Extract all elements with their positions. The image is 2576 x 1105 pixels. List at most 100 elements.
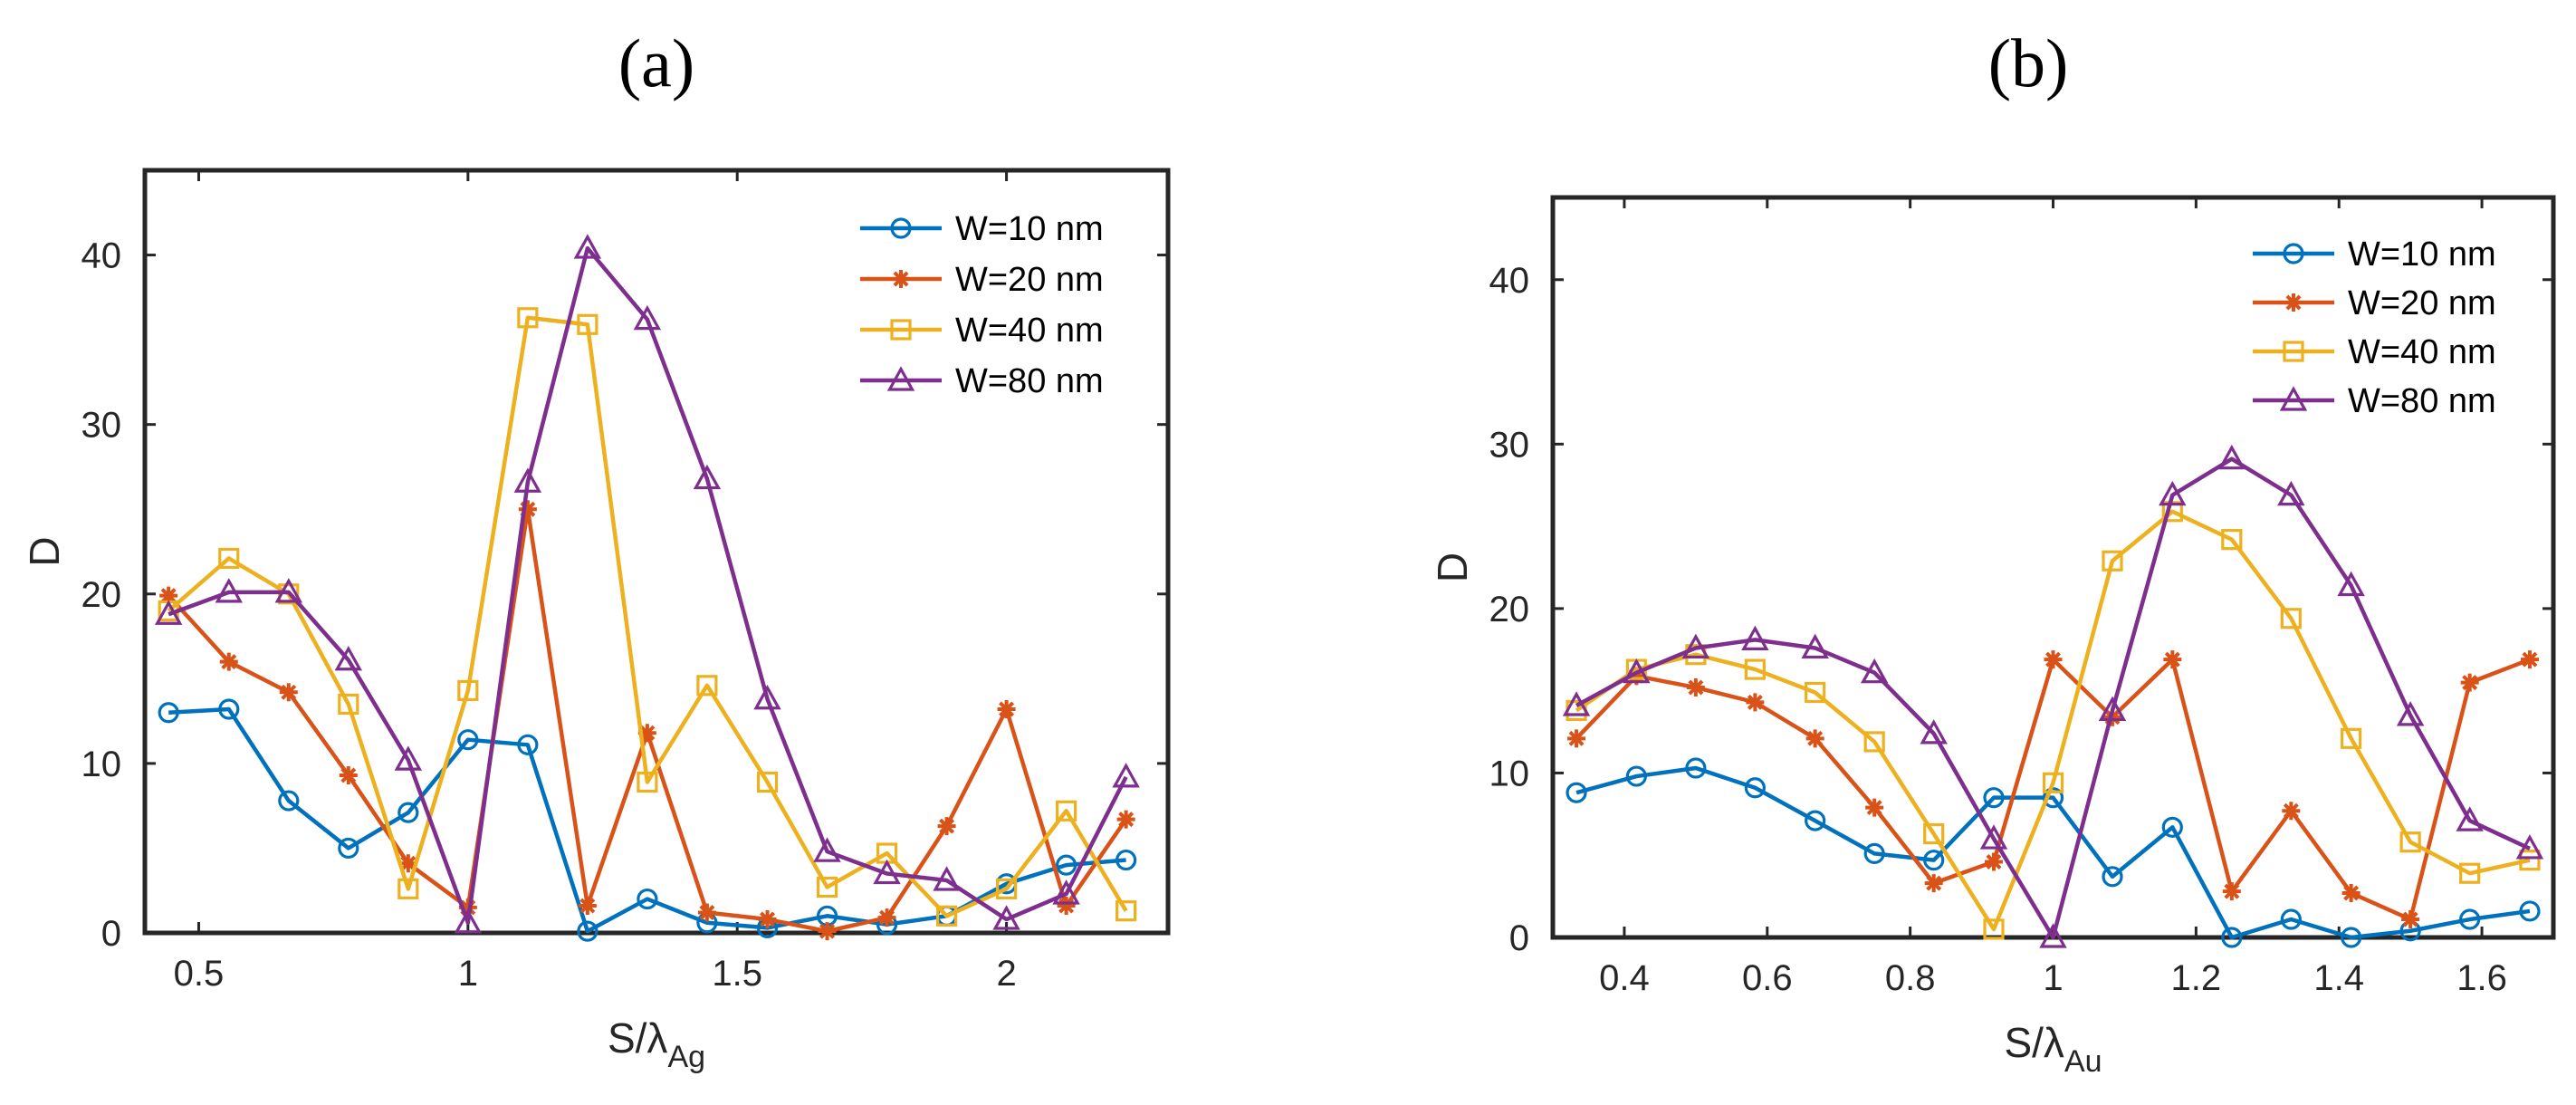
data-point bbox=[696, 675, 718, 697]
x-tick-label: 1 bbox=[458, 954, 478, 994]
data-point bbox=[637, 724, 656, 743]
data-point bbox=[756, 771, 779, 793]
data-point bbox=[933, 866, 961, 891]
data-point bbox=[2098, 696, 2127, 722]
data-point bbox=[278, 790, 300, 812]
data-point bbox=[1983, 787, 2005, 809]
y-tick-label: 10 bbox=[1489, 754, 1530, 793]
y-axis-label: D bbox=[21, 536, 68, 566]
legend-label: W=10 nm bbox=[955, 210, 1104, 248]
data-point bbox=[2277, 480, 2305, 506]
data-point bbox=[2515, 834, 2544, 860]
x-tick-label: 1 bbox=[2043, 958, 2063, 998]
data-point bbox=[758, 910, 777, 929]
data-point bbox=[633, 304, 662, 331]
legend-label: W=80 nm bbox=[955, 362, 1104, 400]
data-point bbox=[1805, 729, 1824, 748]
data-point bbox=[816, 876, 838, 898]
y-axis-label: D bbox=[1429, 552, 1476, 582]
data-point bbox=[457, 729, 479, 751]
x-tick-label: 1.4 bbox=[2313, 958, 2364, 998]
y-tick-label: 20 bbox=[1489, 590, 1530, 629]
data-point bbox=[1860, 658, 1889, 684]
legend-label: W=40 nm bbox=[955, 312, 1104, 350]
data-point bbox=[877, 908, 896, 927]
data-point bbox=[637, 771, 658, 793]
data-point bbox=[2341, 883, 2361, 902]
data-point bbox=[1923, 850, 1945, 871]
data-point bbox=[218, 698, 240, 720]
series-w-80-nm bbox=[1562, 444, 2544, 948]
data-point bbox=[1801, 633, 1829, 659]
series-line bbox=[1575, 765, 2531, 940]
data-point bbox=[2519, 900, 2541, 922]
data-point bbox=[2044, 650, 2063, 669]
data-point bbox=[573, 234, 602, 259]
y-tick-label: 10 bbox=[81, 745, 122, 784]
data-point bbox=[513, 467, 542, 493]
data-point bbox=[818, 922, 837, 941]
data-point bbox=[2222, 882, 2241, 901]
data-point bbox=[1744, 777, 1766, 799]
data-point bbox=[334, 645, 363, 671]
data-point bbox=[2217, 444, 2246, 470]
data-point bbox=[219, 652, 238, 671]
data-point bbox=[1863, 842, 1885, 865]
data-point bbox=[1923, 823, 1945, 845]
data-point bbox=[397, 878, 419, 899]
data-point bbox=[2280, 908, 2302, 930]
data-point bbox=[338, 837, 359, 860]
legend-marker bbox=[2283, 341, 2304, 362]
data-point bbox=[1052, 879, 1080, 905]
data-point bbox=[995, 878, 1018, 899]
data-point bbox=[1057, 897, 1076, 916]
data-point bbox=[2221, 529, 2243, 551]
data-point bbox=[2460, 673, 2479, 692]
data-point bbox=[1983, 918, 2005, 940]
data-point bbox=[1562, 691, 1591, 716]
data-point bbox=[2280, 608, 2302, 629]
data-point bbox=[1805, 810, 1826, 831]
data-point bbox=[1627, 667, 1646, 686]
data-point bbox=[2520, 650, 2539, 669]
data-point bbox=[2401, 910, 2420, 929]
legend-label: W=40 nm bbox=[2348, 333, 2496, 371]
y-tick-label: 30 bbox=[1489, 425, 1530, 465]
data-point bbox=[1681, 633, 1710, 659]
data-point bbox=[1566, 782, 1587, 803]
x-axis-label: S/λAg bbox=[608, 1014, 705, 1074]
data-point bbox=[753, 684, 781, 710]
data-point bbox=[1116, 900, 1137, 922]
data-point bbox=[457, 679, 479, 702]
series-w-80-nm bbox=[154, 234, 1140, 934]
data-point bbox=[1112, 763, 1140, 788]
data-point bbox=[1055, 800, 1077, 822]
data-point bbox=[517, 307, 539, 329]
data-point bbox=[2161, 816, 2183, 838]
y-tick-label: 40 bbox=[1489, 261, 1530, 301]
data-point bbox=[394, 745, 423, 771]
legend-marker bbox=[886, 366, 915, 391]
data-point bbox=[1685, 757, 1707, 779]
data-point bbox=[154, 600, 183, 625]
data-point bbox=[1116, 810, 1135, 829]
data-point bbox=[339, 765, 358, 784]
data-point bbox=[279, 683, 298, 702]
data-point bbox=[2519, 850, 2541, 871]
data-point bbox=[697, 903, 716, 922]
data-point bbox=[2459, 908, 2481, 930]
data-point bbox=[454, 908, 483, 934]
data-point bbox=[873, 859, 901, 885]
legend-label: W=80 nm bbox=[2348, 382, 2496, 420]
data-point bbox=[1863, 731, 1885, 753]
data-point bbox=[338, 693, 359, 716]
y-tick-label: 0 bbox=[1509, 918, 1529, 958]
data-point bbox=[2042, 772, 2064, 793]
data-point bbox=[398, 854, 417, 873]
legend-label: W=20 nm bbox=[2348, 284, 2496, 322]
legend-marker bbox=[890, 217, 912, 239]
data-point bbox=[2042, 787, 2064, 809]
series-w-10-nm bbox=[1566, 757, 2541, 948]
x-tick-label: 0.5 bbox=[174, 954, 225, 994]
